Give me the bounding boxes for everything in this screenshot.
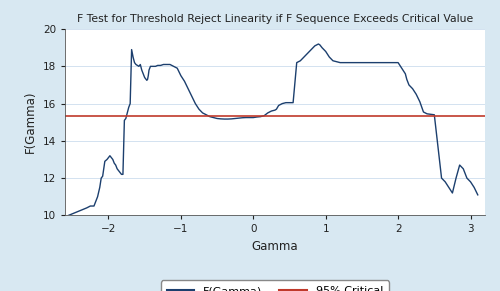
F(Gamma) [225,117,231,121]
95% Critical [250,114,256,118]
F(Gamma) [359,61,365,64]
F(Gamma) [142,76,148,79]
Y-axis label: F(Gamma): F(Gamma) [24,91,37,153]
F(Gamma) [98,176,104,180]
Legend: F(Gamma), 95% Critical: F(Gamma), 95% Critical [161,281,389,291]
95% Critical [322,114,328,118]
F(Gamma) [258,115,264,118]
F(Gamma) [413,93,419,96]
Line: F(Gamma): F(Gamma) [68,44,478,215]
F(Gamma) [316,42,322,46]
F(Gamma) [475,193,481,197]
F(Gamma) [66,214,71,217]
Title: F Test for Threshold Reject Linearity if F Sequence Exceeds Critical Value: F Test for Threshold Reject Linearity if… [77,14,473,24]
X-axis label: Gamma: Gamma [252,240,298,253]
